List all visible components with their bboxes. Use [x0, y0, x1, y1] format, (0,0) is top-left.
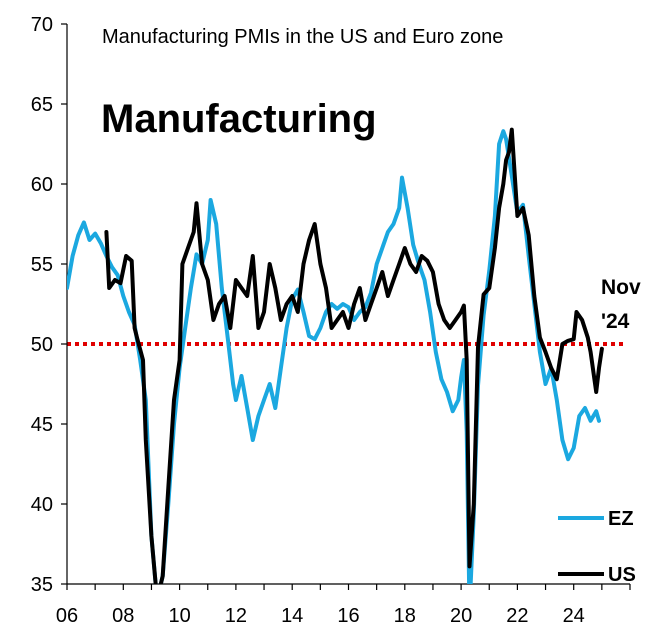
chart-title: Manufacturing — [101, 97, 377, 141]
y-tick-label: 45 — [31, 414, 53, 436]
x-tick-label: 22 — [506, 605, 528, 627]
series-line-us — [104, 127, 604, 584]
series-line-ez — [67, 129, 601, 584]
x-tick-label: 06 — [56, 605, 78, 627]
x-tick-label: 24 — [563, 605, 585, 627]
y-tick-label: 60 — [31, 174, 53, 196]
x-tick-label: 18 — [394, 605, 416, 627]
x-tick-label: 12 — [225, 605, 247, 627]
y-tick-label: 65 — [31, 94, 53, 116]
chart-subtitle: Manufacturing PMIs in the US and Euro zo… — [102, 26, 503, 48]
y-tick-label: 40 — [31, 494, 53, 516]
x-tick-label: 14 — [281, 605, 303, 627]
y-tick-label: 70 — [31, 14, 53, 36]
y-tick-label: 35 — [31, 574, 53, 596]
y-tick-label: 50 — [31, 334, 53, 356]
annotation-line-1: Nov — [601, 276, 641, 299]
x-tick-label: 20 — [450, 605, 472, 627]
x-tick-label: 16 — [337, 605, 359, 627]
y-tick-label: 55 — [31, 254, 53, 276]
legend-label-us: US — [608, 564, 636, 586]
x-tick-label: 08 — [112, 605, 134, 627]
x-tick-label: 10 — [168, 605, 190, 627]
annotation-line-2: '24 — [601, 310, 630, 333]
legend-label-ez: EZ — [608, 508, 634, 530]
